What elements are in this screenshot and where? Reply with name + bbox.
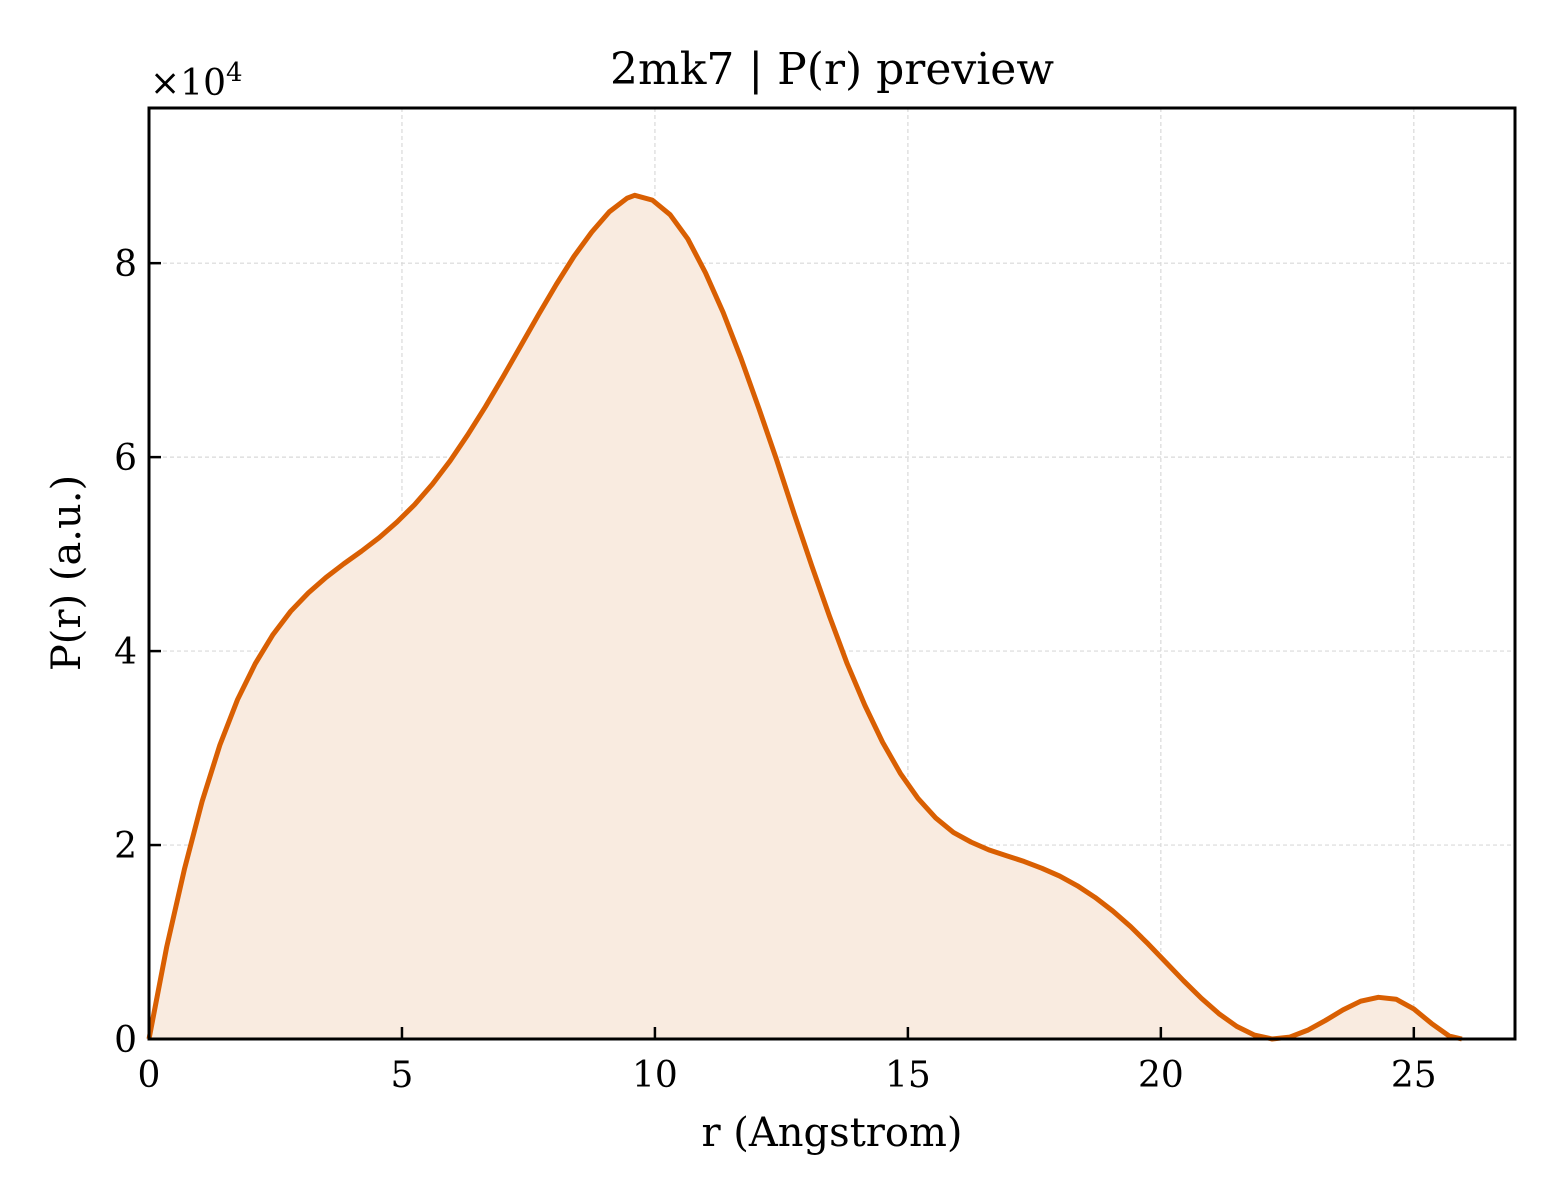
chart-title: 2mk7 | P(r) preview xyxy=(610,44,1054,95)
x-tick-label: 5 xyxy=(391,1055,414,1096)
y-scale-exponent: 4 xyxy=(226,58,243,88)
y-axis-label: P(r) (a.u.) xyxy=(44,475,90,671)
pr-series-line xyxy=(146,192,1463,1042)
y-tick-label: 0 xyxy=(114,1020,137,1061)
plot-frame xyxy=(147,106,1517,1041)
x-tick-label: 10 xyxy=(632,1055,678,1096)
x-tick-label: 25 xyxy=(1391,1055,1437,1096)
y-tick-label: 4 xyxy=(114,632,137,673)
x-tick-label: 15 xyxy=(885,1055,931,1096)
y-axis-scale-label: ×104 xyxy=(150,58,243,104)
y-tick-label: 8 xyxy=(114,244,137,285)
ticks-layer: 0 5 10 15 20 25 0 2 4 6 8 xyxy=(114,244,1437,1096)
x-tick-label: 0 xyxy=(138,1055,161,1096)
y-scale-prefix: ×10 xyxy=(150,63,226,104)
y-tick-label: 6 xyxy=(114,438,137,479)
x-axis-label: r (Angstrom) xyxy=(701,1110,962,1156)
x-tick-label: 20 xyxy=(1138,1055,1184,1096)
y-tick-label: 2 xyxy=(114,826,137,867)
pr-area-fill xyxy=(149,195,1462,1039)
